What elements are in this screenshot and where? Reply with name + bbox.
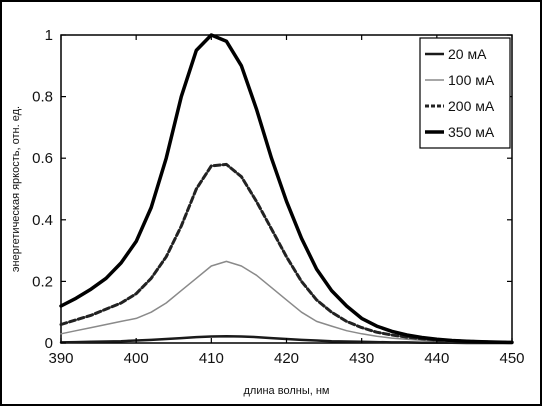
legend-label-1: 100 мА	[448, 72, 495, 88]
legend-box	[419, 37, 511, 149]
y-tick-label: 0.2	[32, 273, 53, 290]
x-axis-label: длина волны, нм	[244, 385, 330, 397]
legend-label-2: 200 мА	[448, 98, 495, 114]
y-tick-label: 0	[45, 335, 53, 352]
x-tick-label: 430	[349, 350, 374, 367]
y-tick-label: 1	[45, 27, 53, 44]
x-tick-label: 440	[424, 350, 449, 367]
x-tick-label: 390	[48, 350, 73, 367]
legend: 20 мА 100 мА 200 мА 350 мА	[419, 37, 511, 149]
x-tick-label: 420	[274, 350, 299, 367]
axes-layer: 390 400 410 420 430 440 450 0 0.2 0.4 0.6 0.8 1	[32, 27, 524, 367]
y-tick-label: 0.8	[32, 89, 53, 106]
y-tick-label: 0.4	[32, 212, 53, 229]
x-tick-label: 400	[124, 350, 149, 367]
x-tick-label: 450	[499, 350, 524, 367]
x-tick-label: 410	[199, 350, 224, 367]
legend-label-3: 350 мА	[448, 124, 495, 140]
y-axis-label: энергетическая яркость, отн. ед.	[10, 106, 22, 272]
legend-label-0: 20 мА	[448, 46, 487, 62]
y-tick-label: 0.6	[32, 150, 53, 167]
